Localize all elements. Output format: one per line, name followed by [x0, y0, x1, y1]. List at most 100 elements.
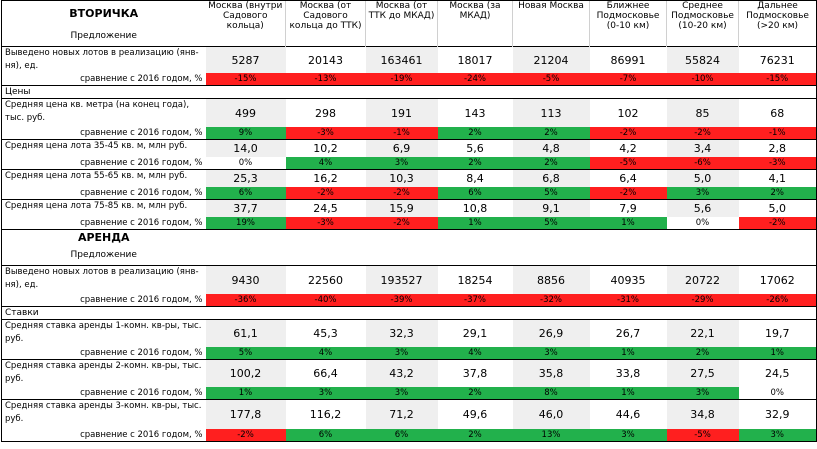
value-cell: 29,1: [437, 319, 513, 347]
comparison-row: сравнение с 2016 годом, % -15% -13% -19% -24…: [1, 73, 817, 86]
resale-title-row: ВТОРИЧКА Москва (внутри Садового кольца) М…: [1, 0, 817, 47]
row-label: Средняя цена лота 75-85 кв. м, млн руб.: [1, 199, 206, 217]
table-row: Средняя цена лота 35-45 кв. м, млн руб. 1…: [1, 139, 817, 157]
change-cell: 6%: [437, 187, 513, 200]
value-cell: 102: [589, 98, 667, 127]
change-cell: -1%: [738, 127, 817, 140]
row-label: Выведено новых лотов в реализацию (янв-н…: [1, 265, 206, 294]
row-label: Средняя цена лота 35-45 кв. м, млн руб.: [1, 139, 206, 157]
subsection-blank: [285, 85, 366, 99]
change-cell: 2%: [666, 347, 739, 360]
resale-section-subtitle: Предложение: [1, 25, 206, 47]
value-cell: 113: [512, 98, 590, 127]
value-cell: 35,8: [512, 359, 590, 387]
subsection-blank: [512, 85, 590, 99]
table-row: Средняя цена лота 75-85 кв. м, млн руб. 3…: [1, 199, 817, 217]
value-cell: 44,6: [589, 399, 667, 429]
change-cell: -39%: [365, 294, 438, 307]
row-label: Средняя цена кв. метра (на конец года), …: [1, 98, 206, 127]
subsection-blank: [738, 306, 817, 320]
value-cell: 45,3: [285, 319, 366, 347]
subsection-blank: [437, 306, 513, 320]
change-cell: 1%: [589, 387, 667, 400]
value-cell: 76231: [738, 46, 817, 73]
subsection-title: Ставки: [1, 306, 206, 320]
comparison-label: сравнение с 2016 годом, %: [1, 347, 206, 360]
value-cell: 85: [666, 98, 739, 127]
rent-title-row: АРЕНДА: [1, 229, 817, 245]
value-cell: 499: [205, 98, 286, 127]
table-row: Средняя цена кв. метра (на конец года), …: [1, 98, 817, 127]
change-cell: -3%: [738, 157, 817, 170]
resale-section-title: ВТОРИЧКА: [1, 0, 206, 25]
change-cell: 6%: [205, 187, 286, 200]
change-cell: 6%: [285, 429, 366, 442]
comparison-label: сравнение с 2016 годом, %: [1, 217, 206, 230]
header-blank: [285, 229, 366, 245]
change-cell: 5%: [512, 187, 590, 200]
table-row: Средняя ставка аренды 3-комн. кв-ры, тыс…: [1, 399, 817, 429]
change-cell: -26%: [738, 294, 817, 307]
column-header: Ближнее Подмосковье (0-10 км): [589, 0, 667, 47]
value-cell: 27,5: [666, 359, 739, 387]
change-cell: 2%: [512, 157, 590, 170]
value-cell: 163461: [365, 46, 438, 73]
subsection-blank: [365, 306, 438, 320]
comparison-row: сравнение с 2016 годом, % 1% 3% 3% 2% 8% 1% 3% 0…: [1, 387, 817, 400]
value-cell: 5,6: [666, 199, 739, 217]
value-cell: 4,2: [589, 139, 667, 157]
header-blank: [205, 229, 286, 245]
value-cell: 18254: [437, 265, 513, 294]
change-cell: -29%: [666, 294, 739, 307]
value-cell: 71,2: [365, 399, 438, 429]
row-label: Средняя ставка аренды 2-комн. кв-ры, тыс…: [1, 359, 206, 387]
subsection-blank: [589, 306, 667, 320]
change-cell: -2%: [365, 187, 438, 200]
value-cell: 5,0: [666, 169, 739, 187]
value-cell: 19,7: [738, 319, 817, 347]
change-cell: -32%: [512, 294, 590, 307]
row-label: Средняя ставка аренды 1-комн. кв-ры, тыс…: [1, 319, 206, 347]
value-cell: 100,2: [205, 359, 286, 387]
change-cell: -40%: [285, 294, 366, 307]
value-cell: 37,7: [205, 199, 286, 217]
header-blank: [666, 245, 739, 266]
value-cell: 33,8: [589, 359, 667, 387]
comparison-label: сравнение с 2016 годом, %: [1, 387, 206, 400]
value-cell: 68: [738, 98, 817, 127]
change-cell: -36%: [205, 294, 286, 307]
change-cell: -2%: [589, 127, 667, 140]
change-cell: 3%: [365, 387, 438, 400]
value-cell: 193527: [365, 265, 438, 294]
column-header: Среднее Подмосковье (10-20 км): [666, 0, 739, 47]
value-cell: 86991: [589, 46, 667, 73]
value-cell: 177,8: [205, 399, 286, 429]
change-cell: 2%: [512, 127, 590, 140]
subsection-row: Цены: [1, 85, 817, 99]
value-cell: 18017: [437, 46, 513, 73]
change-cell: -2%: [285, 187, 366, 200]
subsection-blank: [285, 306, 366, 320]
change-cell: 3%: [512, 347, 590, 360]
change-cell: 8%: [512, 387, 590, 400]
column-header: Новая Москва: [512, 0, 590, 47]
header-blank: [365, 245, 438, 266]
header-blank: [437, 245, 513, 266]
change-cell: -2%: [205, 429, 286, 442]
subsection-blank: [205, 85, 286, 99]
value-cell: 8856: [512, 265, 590, 294]
change-cell: 2%: [738, 187, 817, 200]
column-header: Москва (от ТТК до МКАД): [365, 0, 438, 47]
change-cell: 2%: [437, 429, 513, 442]
value-cell: 61,1: [205, 319, 286, 347]
comparison-row: сравнение с 2016 годом, % 19% -3% -2% 1% 5% 1%…: [1, 217, 817, 230]
change-cell: 2%: [437, 127, 513, 140]
change-cell: 1%: [589, 347, 667, 360]
subsection-blank: [205, 306, 286, 320]
value-cell: 9,1: [512, 199, 590, 217]
value-cell: 143: [437, 98, 513, 127]
change-cell: -5%: [512, 73, 590, 86]
row-label: Средняя ставка аренды 3-комн. кв-ры, тыс…: [1, 399, 206, 429]
comparison-label: сравнение с 2016 годом, %: [1, 429, 206, 442]
